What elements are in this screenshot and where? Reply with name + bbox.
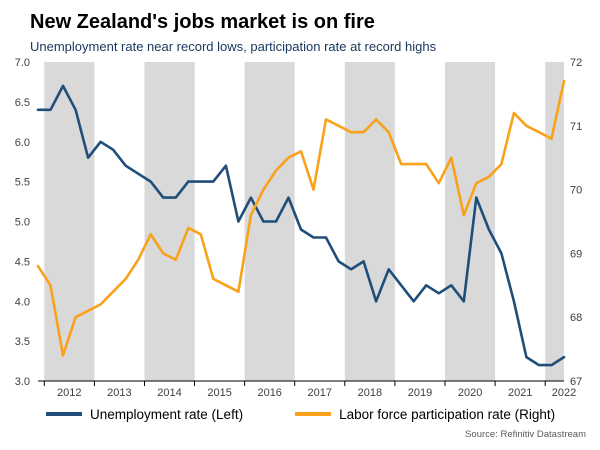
right-axis-tick: 70 xyxy=(570,185,582,197)
left-axis-tick: 3.5 xyxy=(15,336,30,348)
x-axis-year-label: 2014 xyxy=(157,387,181,399)
left-axis-tick: 6.0 xyxy=(15,137,30,149)
chart-legend: Unemployment rate (Left) Labor force par… xyxy=(0,402,600,426)
x-axis-year-label: 2016 xyxy=(257,387,281,399)
left-axis-tick: 5.0 xyxy=(15,217,30,229)
x-axis-year-label: 2021 xyxy=(508,387,532,399)
unemployment-line xyxy=(36,84,566,367)
chart-subtitle: Unemployment rate near record lows, part… xyxy=(30,39,437,54)
year-band-2020 xyxy=(445,62,496,381)
participation-line xyxy=(36,79,566,357)
left-axis-tick: 7.0 xyxy=(15,57,30,69)
right-axis-tick: 72 xyxy=(570,57,582,69)
left-axis-tick: 6.5 xyxy=(15,97,30,109)
left-axis-tick: 4.5 xyxy=(15,256,30,268)
right-axis-tick: 71 xyxy=(570,121,582,133)
x-axis-year-label: 2012 xyxy=(57,387,81,399)
x-axis-year-label: 2020 xyxy=(458,387,482,399)
left-axis-tick: 4.0 xyxy=(15,296,30,308)
legend-label-participation: Labor force participation rate (Right) xyxy=(339,406,556,422)
unemployment-line-swatch xyxy=(46,412,82,416)
legend-label-unemployment: Unemployment rate (Left) xyxy=(90,406,244,422)
chart-header: New Zealand's jobs market is on fire Une… xyxy=(0,0,600,54)
x-axis-year-label: 2022 xyxy=(552,387,576,399)
year-band-2012 xyxy=(44,62,95,381)
left-axis-tick: 3.0 xyxy=(15,376,30,388)
year-band-2014 xyxy=(144,62,195,381)
right-axis-tick: 69 xyxy=(570,248,582,260)
source-attribution: Source: Refinitiv Datastream xyxy=(465,429,586,440)
participation-line-swatch xyxy=(295,412,332,416)
x-axis-year-label: 2017 xyxy=(308,387,332,399)
right-axis-tick: 68 xyxy=(570,312,582,324)
x-axis-year-label: 2018 xyxy=(358,387,382,399)
legend-item-unemployment: Unemployment rate (Left) xyxy=(46,407,243,422)
line-chart: 7.06.56.05.55.04.54.03.53.07271706968672… xyxy=(15,57,583,399)
chart-title: New Zealand's jobs market is on fire xyxy=(30,11,375,33)
x-axis-year-label: 2013 xyxy=(107,387,131,399)
left-axis-tick: 5.5 xyxy=(15,177,30,189)
year-band-2022 xyxy=(545,62,564,381)
legend-item-participation: Labor force participation rate (Right) xyxy=(295,407,555,422)
right-axis-tick: 67 xyxy=(570,376,582,388)
x-axis-year-label: 2019 xyxy=(408,387,432,399)
x-axis-year-label: 2015 xyxy=(207,387,231,399)
chart-area: 7.0 6.5 6.0 5.5 5.0 4.5 4.0 3.5 3.0 72 71 70 69 68 67 2… xyxy=(0,56,600,401)
year-band-2018 xyxy=(344,62,395,381)
